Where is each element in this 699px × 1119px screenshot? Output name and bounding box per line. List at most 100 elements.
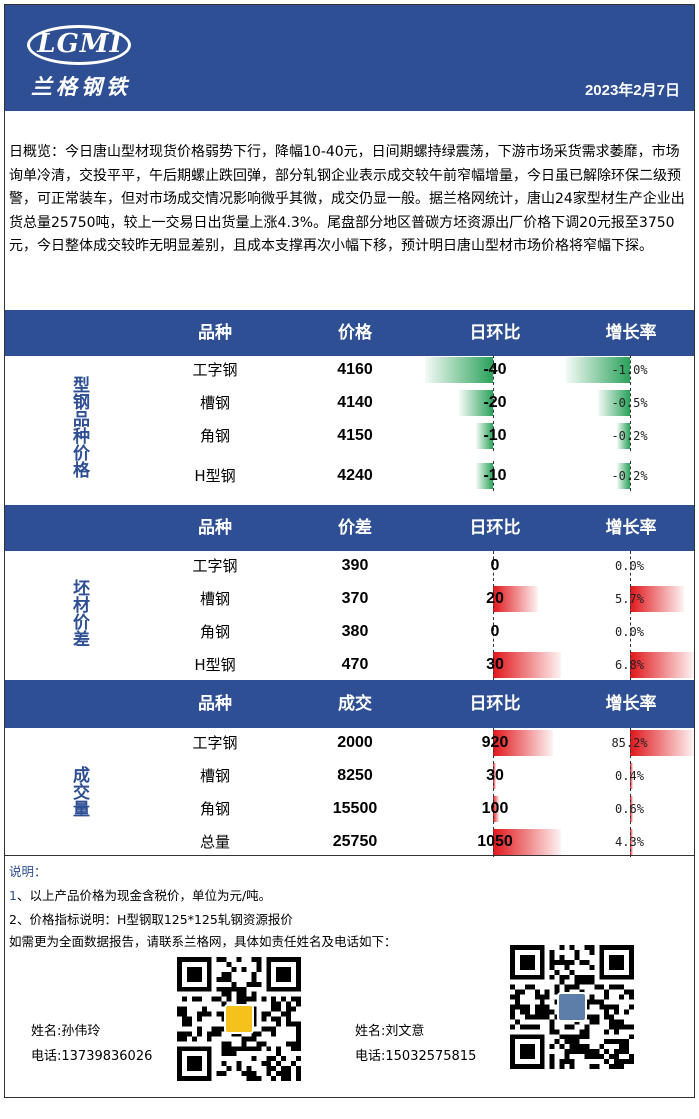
- product-name: 工字钢: [145, 355, 285, 385]
- product-name-text: 角钢: [199, 427, 230, 445]
- rate-axis: [630, 584, 631, 614]
- rate-axis: [630, 388, 631, 418]
- table-row: 角钢 4150 -10 -0.2%: [145, 421, 694, 451]
- growth-rate: 6.8%: [565, 650, 694, 680]
- table-row: H型钢 470 30 6.8%: [145, 650, 694, 680]
- daily-change: 920: [425, 728, 565, 758]
- growth-rate-text: -0.2%: [611, 469, 648, 483]
- qr-code-2[interactable]: [510, 945, 634, 1069]
- daily-change: -20: [425, 388, 565, 418]
- table-row: 角钢 380 0 0.0%: [145, 617, 694, 647]
- contact-1-name: 姓名:孙伟玲: [31, 1024, 101, 1039]
- product-name: H型钢: [145, 650, 285, 680]
- table-row: 工字钢 2000 920 85.2%: [145, 728, 694, 758]
- growth-rate-text: -0.2%: [611, 429, 648, 443]
- rate-axis: [630, 421, 631, 451]
- rate-bar: [630, 652, 694, 678]
- rate-axis: [630, 461, 631, 491]
- section-side-label: 型钢品种价格: [69, 376, 89, 478]
- notes-divider: [5, 855, 694, 856]
- product-value-text: 4160: [337, 361, 373, 378]
- product-value-text: 4240: [337, 467, 373, 484]
- qr-code-1[interactable]: [177, 957, 301, 1081]
- product-name-text: 总量: [199, 833, 230, 851]
- logo-oval: [27, 25, 131, 65]
- change-bar: [493, 763, 496, 789]
- column-header: 增长率: [605, 694, 657, 714]
- daily-change-text: 30: [486, 767, 504, 784]
- growth-rate-text: 0.0%: [615, 559, 644, 573]
- change-bar: [476, 463, 493, 489]
- column-header: 品种: [198, 518, 232, 538]
- product-value: 4140: [285, 388, 425, 418]
- product-value: 2000: [285, 728, 425, 758]
- daily-change: -10: [425, 461, 565, 491]
- growth-rate: -0.5%: [565, 388, 694, 418]
- growth-rate: -1.0%: [565, 355, 694, 385]
- rate-axis: [630, 355, 631, 385]
- product-value-text: 2000: [337, 734, 373, 751]
- daily-change: -10: [425, 421, 565, 451]
- change-axis: [493, 650, 494, 680]
- note-line-1: 1、以上产品价格为现金含税价，单位为元/吨。: [9, 888, 272, 903]
- growth-rate: 0.4%: [565, 761, 694, 791]
- product-name-text: 槽钢: [199, 590, 230, 608]
- table-row: 槽钢 8250 30 0.4%: [145, 761, 694, 791]
- daily-change-text: -40: [483, 361, 507, 378]
- product-value-text: 4140: [337, 394, 373, 411]
- growth-rate: -0.2%: [565, 461, 694, 491]
- product-name-text: 槽钢: [199, 394, 230, 412]
- rate-bar: [630, 586, 684, 612]
- daily-change: 1050: [425, 827, 565, 857]
- product-name: 总量: [145, 827, 285, 857]
- contact-1-phone: 电话:13739836026: [31, 1049, 153, 1064]
- product-value: 380: [285, 617, 425, 647]
- product-value-text: 370: [341, 590, 369, 607]
- daily-change-text: -10: [483, 427, 507, 444]
- column-header: 增长率: [605, 323, 657, 343]
- growth-rate-text: 5.7%: [615, 592, 644, 606]
- change-bar: [493, 730, 553, 756]
- column-header: 增长率: [605, 518, 657, 538]
- growth-rate: 5.7%: [565, 584, 694, 614]
- product-value: 4240: [285, 461, 425, 491]
- change-axis: [493, 388, 494, 418]
- product-name-text: H型钢: [194, 656, 236, 674]
- contact-2-phone: 电话:15032575815: [355, 1049, 477, 1064]
- product-name-text: 工字钢: [192, 734, 238, 752]
- growth-rate: 85.2%: [565, 728, 694, 758]
- growth-rate-text: 6.8%: [615, 658, 644, 672]
- growth-rate-text: 0.4%: [615, 769, 644, 783]
- table-row: 槽钢 370 20 5.7%: [145, 584, 694, 614]
- change-bar: [493, 586, 539, 612]
- table-row: 工字钢 4160 -40 -1.0%: [145, 355, 694, 385]
- product-name-text: 工字钢: [192, 361, 238, 379]
- column-header: 品种: [198, 694, 232, 714]
- note-line-2: 2、价格指标说明：H型钢取125*125轧钢资源报价: [9, 912, 293, 927]
- growth-rate: -0.2%: [565, 421, 694, 451]
- column-header: 日环比: [469, 518, 521, 538]
- product-value-text: 380: [341, 623, 369, 640]
- daily-change-text: 100: [481, 800, 509, 817]
- section-side-label: 坯材价差: [69, 579, 89, 647]
- growth-rate: 0.0%: [565, 617, 694, 647]
- product-name: 工字钢: [145, 728, 285, 758]
- product-value: 370: [285, 584, 425, 614]
- table-row: H型钢 4240 -10 -0.2%: [145, 461, 694, 491]
- product-value-text: 390: [341, 557, 369, 574]
- rate-bar: [617, 463, 630, 489]
- product-name: 槽钢: [145, 388, 285, 418]
- product-value: 15500: [285, 794, 425, 824]
- rate-axis: [630, 551, 631, 581]
- rate-bar: [598, 390, 630, 416]
- rate-axis: [630, 617, 631, 647]
- growth-rate-text: 85.2%: [611, 736, 648, 750]
- daily-change-text: 920: [481, 734, 509, 751]
- change-bar: [493, 796, 500, 822]
- rate-bar: [630, 796, 633, 822]
- product-name-text: 槽钢: [199, 767, 230, 785]
- daily-change-text: 0: [490, 623, 500, 640]
- product-name: 槽钢: [145, 584, 285, 614]
- sunflower-avatar-icon: [224, 1004, 254, 1034]
- product-name-text: 角钢: [199, 800, 230, 818]
